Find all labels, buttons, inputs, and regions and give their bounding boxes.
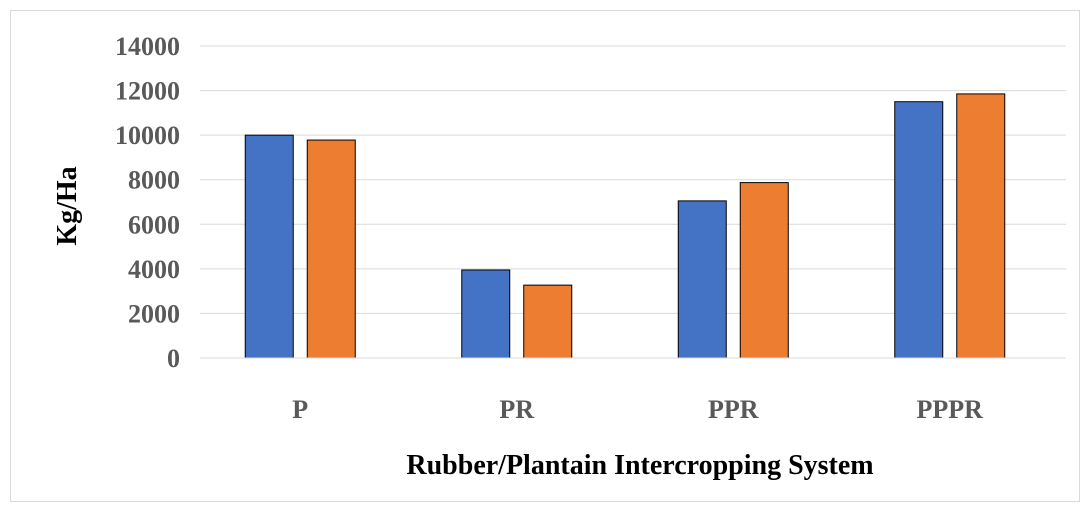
y-axis-title: Kg/Ha (52, 166, 83, 245)
x-tick-label: PR (499, 395, 534, 424)
bar-pr-series-1 (461, 269, 511, 359)
x-tick-label: PPPR (917, 395, 984, 424)
y-tick-label: 12000 (115, 77, 180, 106)
bar-p-series-1 (244, 134, 294, 359)
x-tick-label: PPR (708, 395, 759, 424)
y-tick-label: 2000 (128, 299, 180, 328)
y-tick-label: 4000 (128, 255, 180, 284)
y-axis-tick-labels: 0 2000 4000 6000 8000 10000 12000 14000 (115, 32, 180, 373)
bar-ppr-series-1 (677, 200, 727, 359)
x-axis-tick-labels: P PR PPR PPPR (292, 395, 983, 424)
y-tick-label: 10000 (115, 121, 180, 150)
x-axis-title: Rubber/Plantain Intercropping System (406, 450, 873, 481)
bar-pppr-series-2 (956, 93, 1006, 359)
x-tick-label: P (292, 395, 308, 424)
y-tick-label: 6000 (128, 210, 180, 239)
y-tick-label: 8000 (128, 166, 180, 195)
bar-ppr-series-2 (739, 182, 789, 359)
bar-p-series-2 (306, 139, 356, 359)
bars (244, 93, 1006, 359)
y-tick-label: 14000 (115, 32, 180, 61)
y-tick-label: 0 (167, 344, 180, 373)
bar-pr-series-2 (523, 284, 573, 359)
bar-pppr-series-1 (894, 101, 944, 359)
